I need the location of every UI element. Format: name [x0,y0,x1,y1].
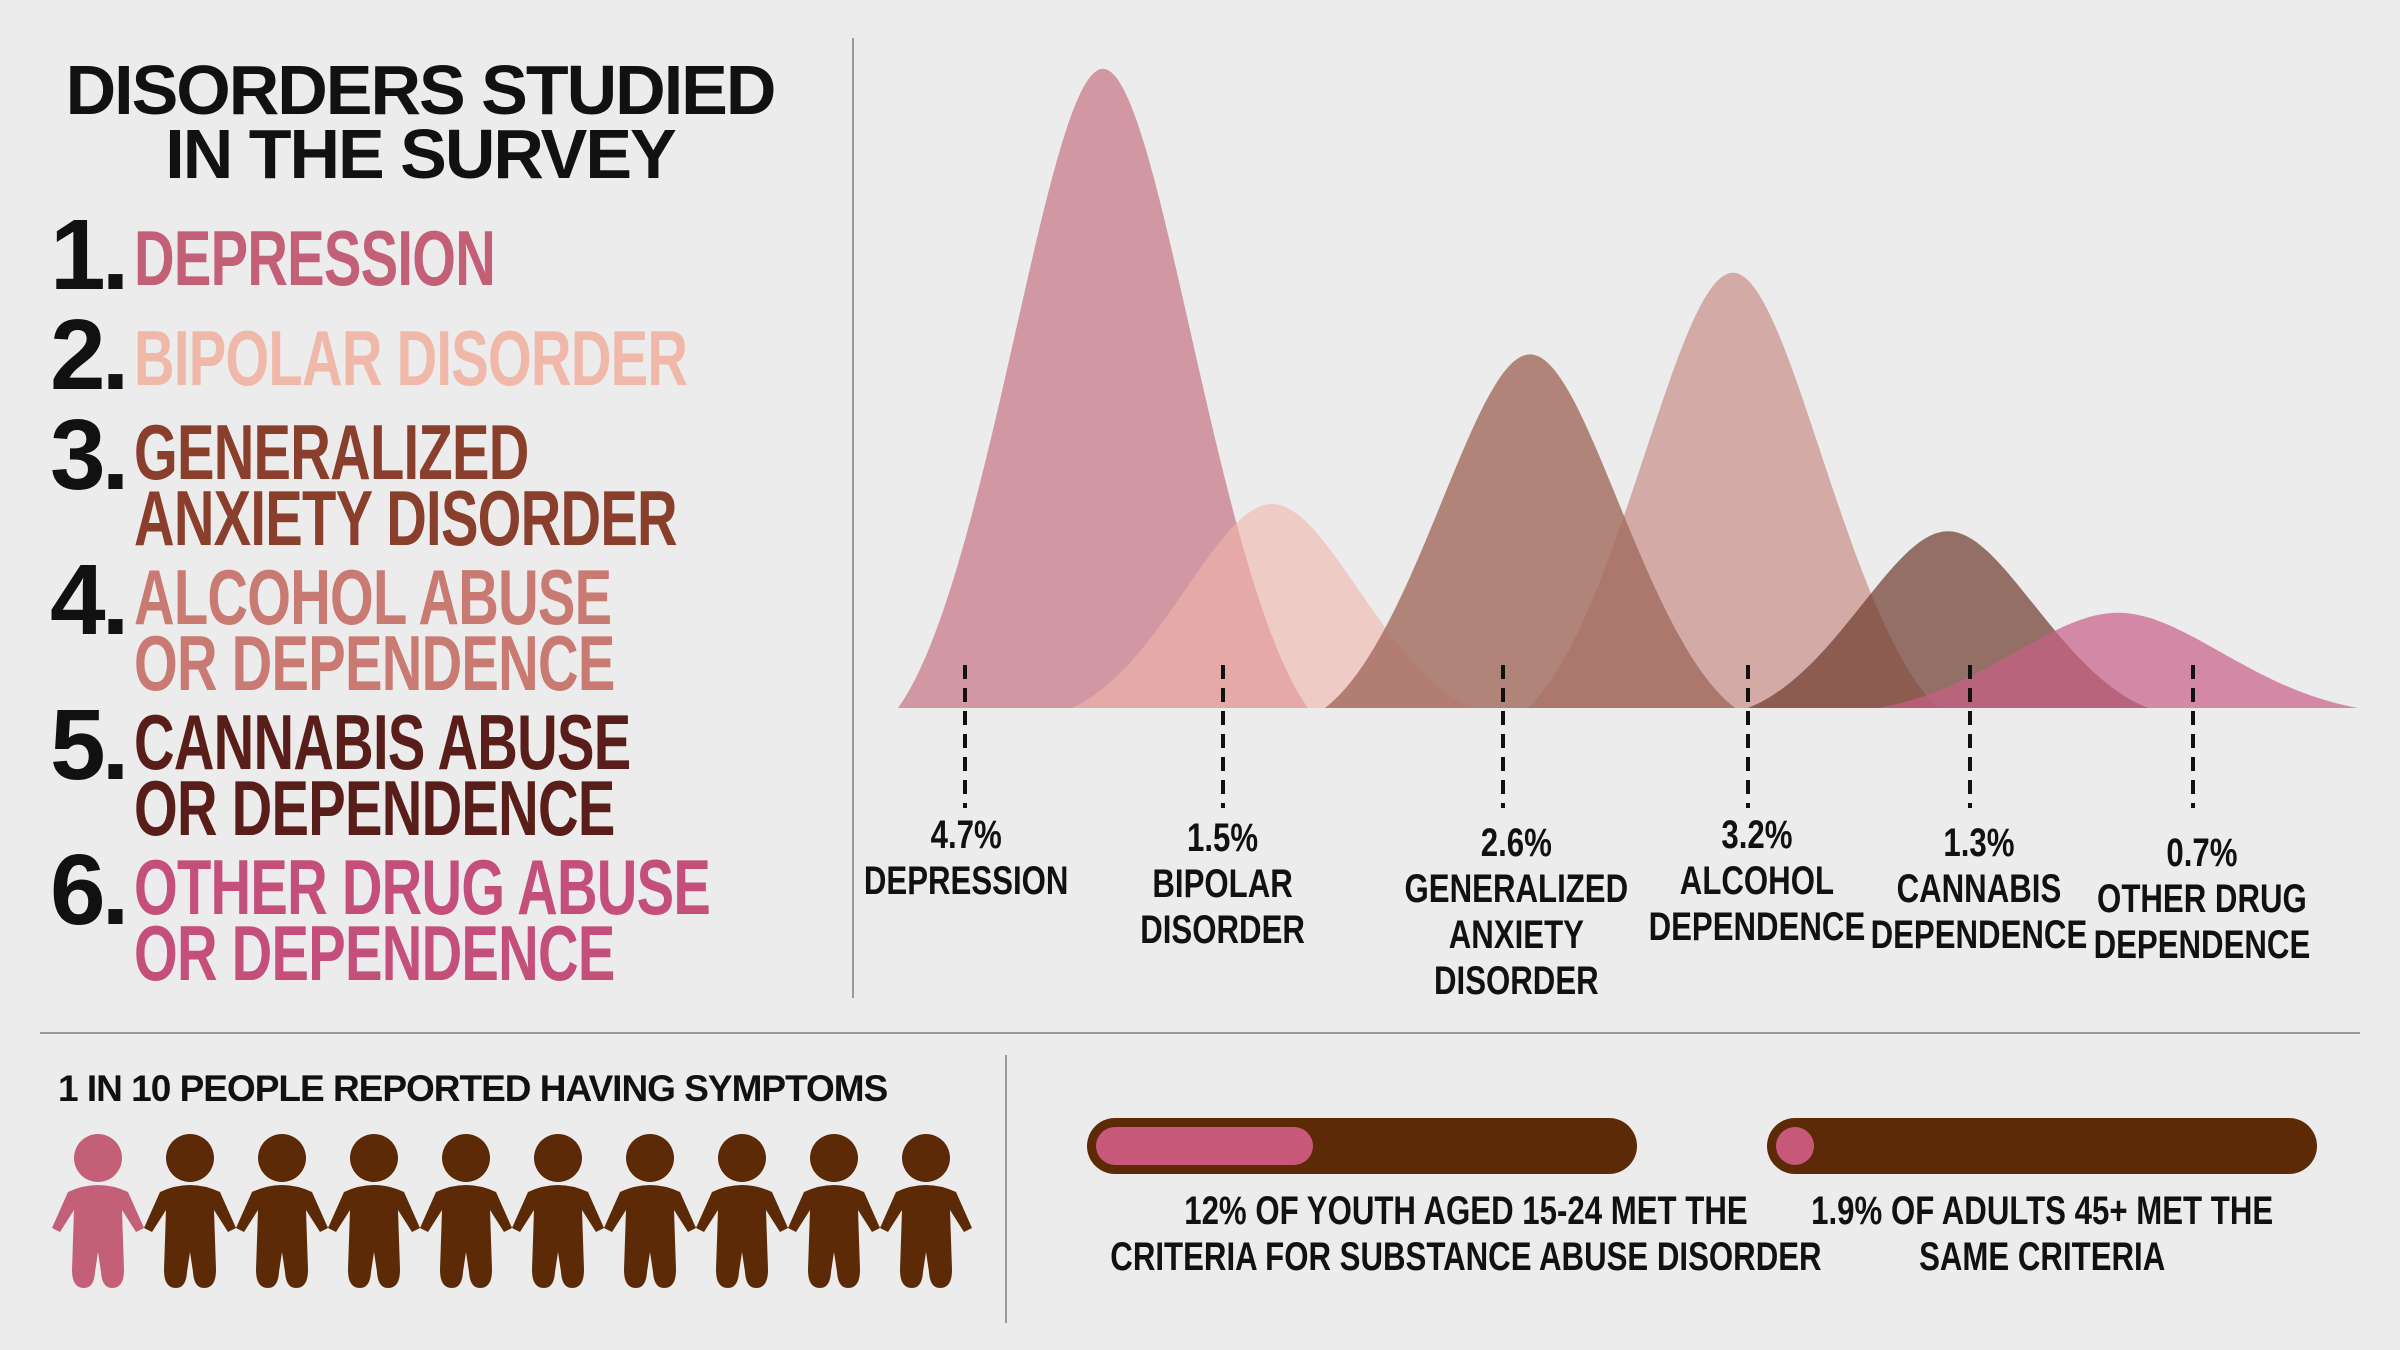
person-icon [144,1134,236,1288]
peak-label-5: 1.3% CANNABIS DEPENDENCE [1840,820,2100,958]
person-icon [236,1134,328,1288]
peak-label-line: DEPRESSION [863,859,1069,903]
progress-caption-line: CRITERIA FOR SUBSTANCE ABUSE DISORDER [1110,1235,1822,1279]
progress-caption-1: 12% OF YOUTH AGED 15-24 MET THE CRITERIA … [1010,1188,1821,1280]
disorder-label-line: CANNABIS ABUSE [134,698,631,786]
peak-label-line: DEPENDENCE [1870,913,2088,957]
vertical-divider-top [852,38,854,998]
disorder-number: 1. [50,199,129,311]
disorder-number: 2. [50,299,129,411]
survey-title: DISORDERS STUDIED IN THE SURVEY [65,51,777,193]
disorder-label: BIPOLAR DISORDER [134,314,902,402]
disorder-label-line: ALCOHOL ABUSE [134,553,612,641]
peak-percent: 1.3% [1943,821,2015,865]
disorder-number: 6. [50,834,129,946]
disorder-label-line: ANXIETY DISORDER [134,474,678,562]
people-icons [52,1134,972,1288]
disorder-label-line: OR DEPENDENCE [134,764,615,852]
disorder-label-line: OTHER DRUG ABUSE [134,843,711,931]
progress-caption-line: SAME CRITERIA [1918,1235,2166,1279]
vertical-divider-bottom [1005,1055,1007,1323]
disorder-label: GENERALIZED ANXIETY DISORDER [134,408,888,562]
horizontal-divider [40,1032,2360,1034]
peak-label-line: DEPENDENCE [1648,905,1866,949]
peak-percent: 3.2% [1721,813,1793,857]
peak-3 [1325,354,1735,708]
progress-bar-2 [1767,1118,2317,1174]
peak-label-line: CANNABIS [1896,867,2062,911]
person-icon [52,1134,144,1288]
peak-percent: 1.5% [1187,816,1259,860]
peak-label-line: OTHER DRUG [2097,877,2307,921]
person-icon [328,1134,420,1288]
disorder-label: CANNABIS ABUSE OR DEPENDENCE [134,698,824,852]
peak-label-line: DISORDER [1433,959,1599,1003]
progress-caption-2: 1.9% OF ADULTS 45+ MET THE SAME CRITERIA [1692,1188,2392,1280]
peak-label-line: ANXIETY [1448,913,1584,957]
peak-label-line: BIPOLAR [1152,862,1294,906]
person-icon [420,1134,512,1288]
people-caption: 1 IN 10 PEOPLE REPORTED HAVING SYMPTOMS [58,1068,888,1109]
progress-bar-1 [1087,1118,1637,1174]
disorder-number: 5. [50,689,129,801]
progress-fill [1776,1127,1814,1165]
disorder-label-line: GENERALIZED [134,408,529,496]
peak-6 [1878,612,2358,708]
peak-label-line: DISORDER [1140,908,1306,952]
peak-label-line: ALCOHOL [1679,859,1835,903]
peak-percent: 2.6% [1480,821,1552,865]
peak-label-line: GENERALIZED [1404,867,1629,911]
disorder-label-line: BIPOLAR DISORDER [134,314,688,402]
peak-label-4: 3.2% ALCOHOL DEPENDENCE [1618,812,1878,950]
peak-label-2: 1.5% BIPOLAR DISORDER [1093,815,1353,953]
disorder-label-line: DEPRESSION [134,214,496,302]
peak-label-1: 4.7% DEPRESSION [835,812,1095,904]
peak-label-line: DEPENDENCE [2093,923,2311,967]
disorder-label: DEPRESSION [134,214,635,302]
person-icon [696,1134,788,1288]
disorder-label-line: OR DEPENDENCE [134,909,615,997]
peak-percent: 0.7% [2166,831,2238,875]
disorder-label-line: OR DEPENDENCE [134,619,615,707]
progress-fill [1096,1127,1314,1165]
progress-caption-line: 12% OF YOUTH AGED 15-24 MET THE [1184,1189,1748,1233]
peak-label-6: 0.7% OTHER DRUG DEPENDENCE [2063,830,2323,968]
person-icon [604,1134,696,1288]
peak-percent: 4.7% [930,813,1002,857]
person-icon [880,1134,972,1288]
peak-1 [898,68,1308,709]
disorder-number: 3. [50,399,129,511]
person-icon [512,1134,604,1288]
disorder-label: ALCOHOL ABUSE OR DEPENDENCE [134,553,801,707]
disorder-number: 4. [50,544,129,656]
person-icon [788,1134,880,1288]
disorder-label: OTHER DRUG ABUSE OR DEPENDENCE [134,843,934,997]
progress-caption-line: 1.9% OF ADULTS 45+ MET THE [1810,1189,2273,1233]
peak-label-3: 2.6% GENERALIZED ANXIETY DISORDER [1373,820,1633,1004]
